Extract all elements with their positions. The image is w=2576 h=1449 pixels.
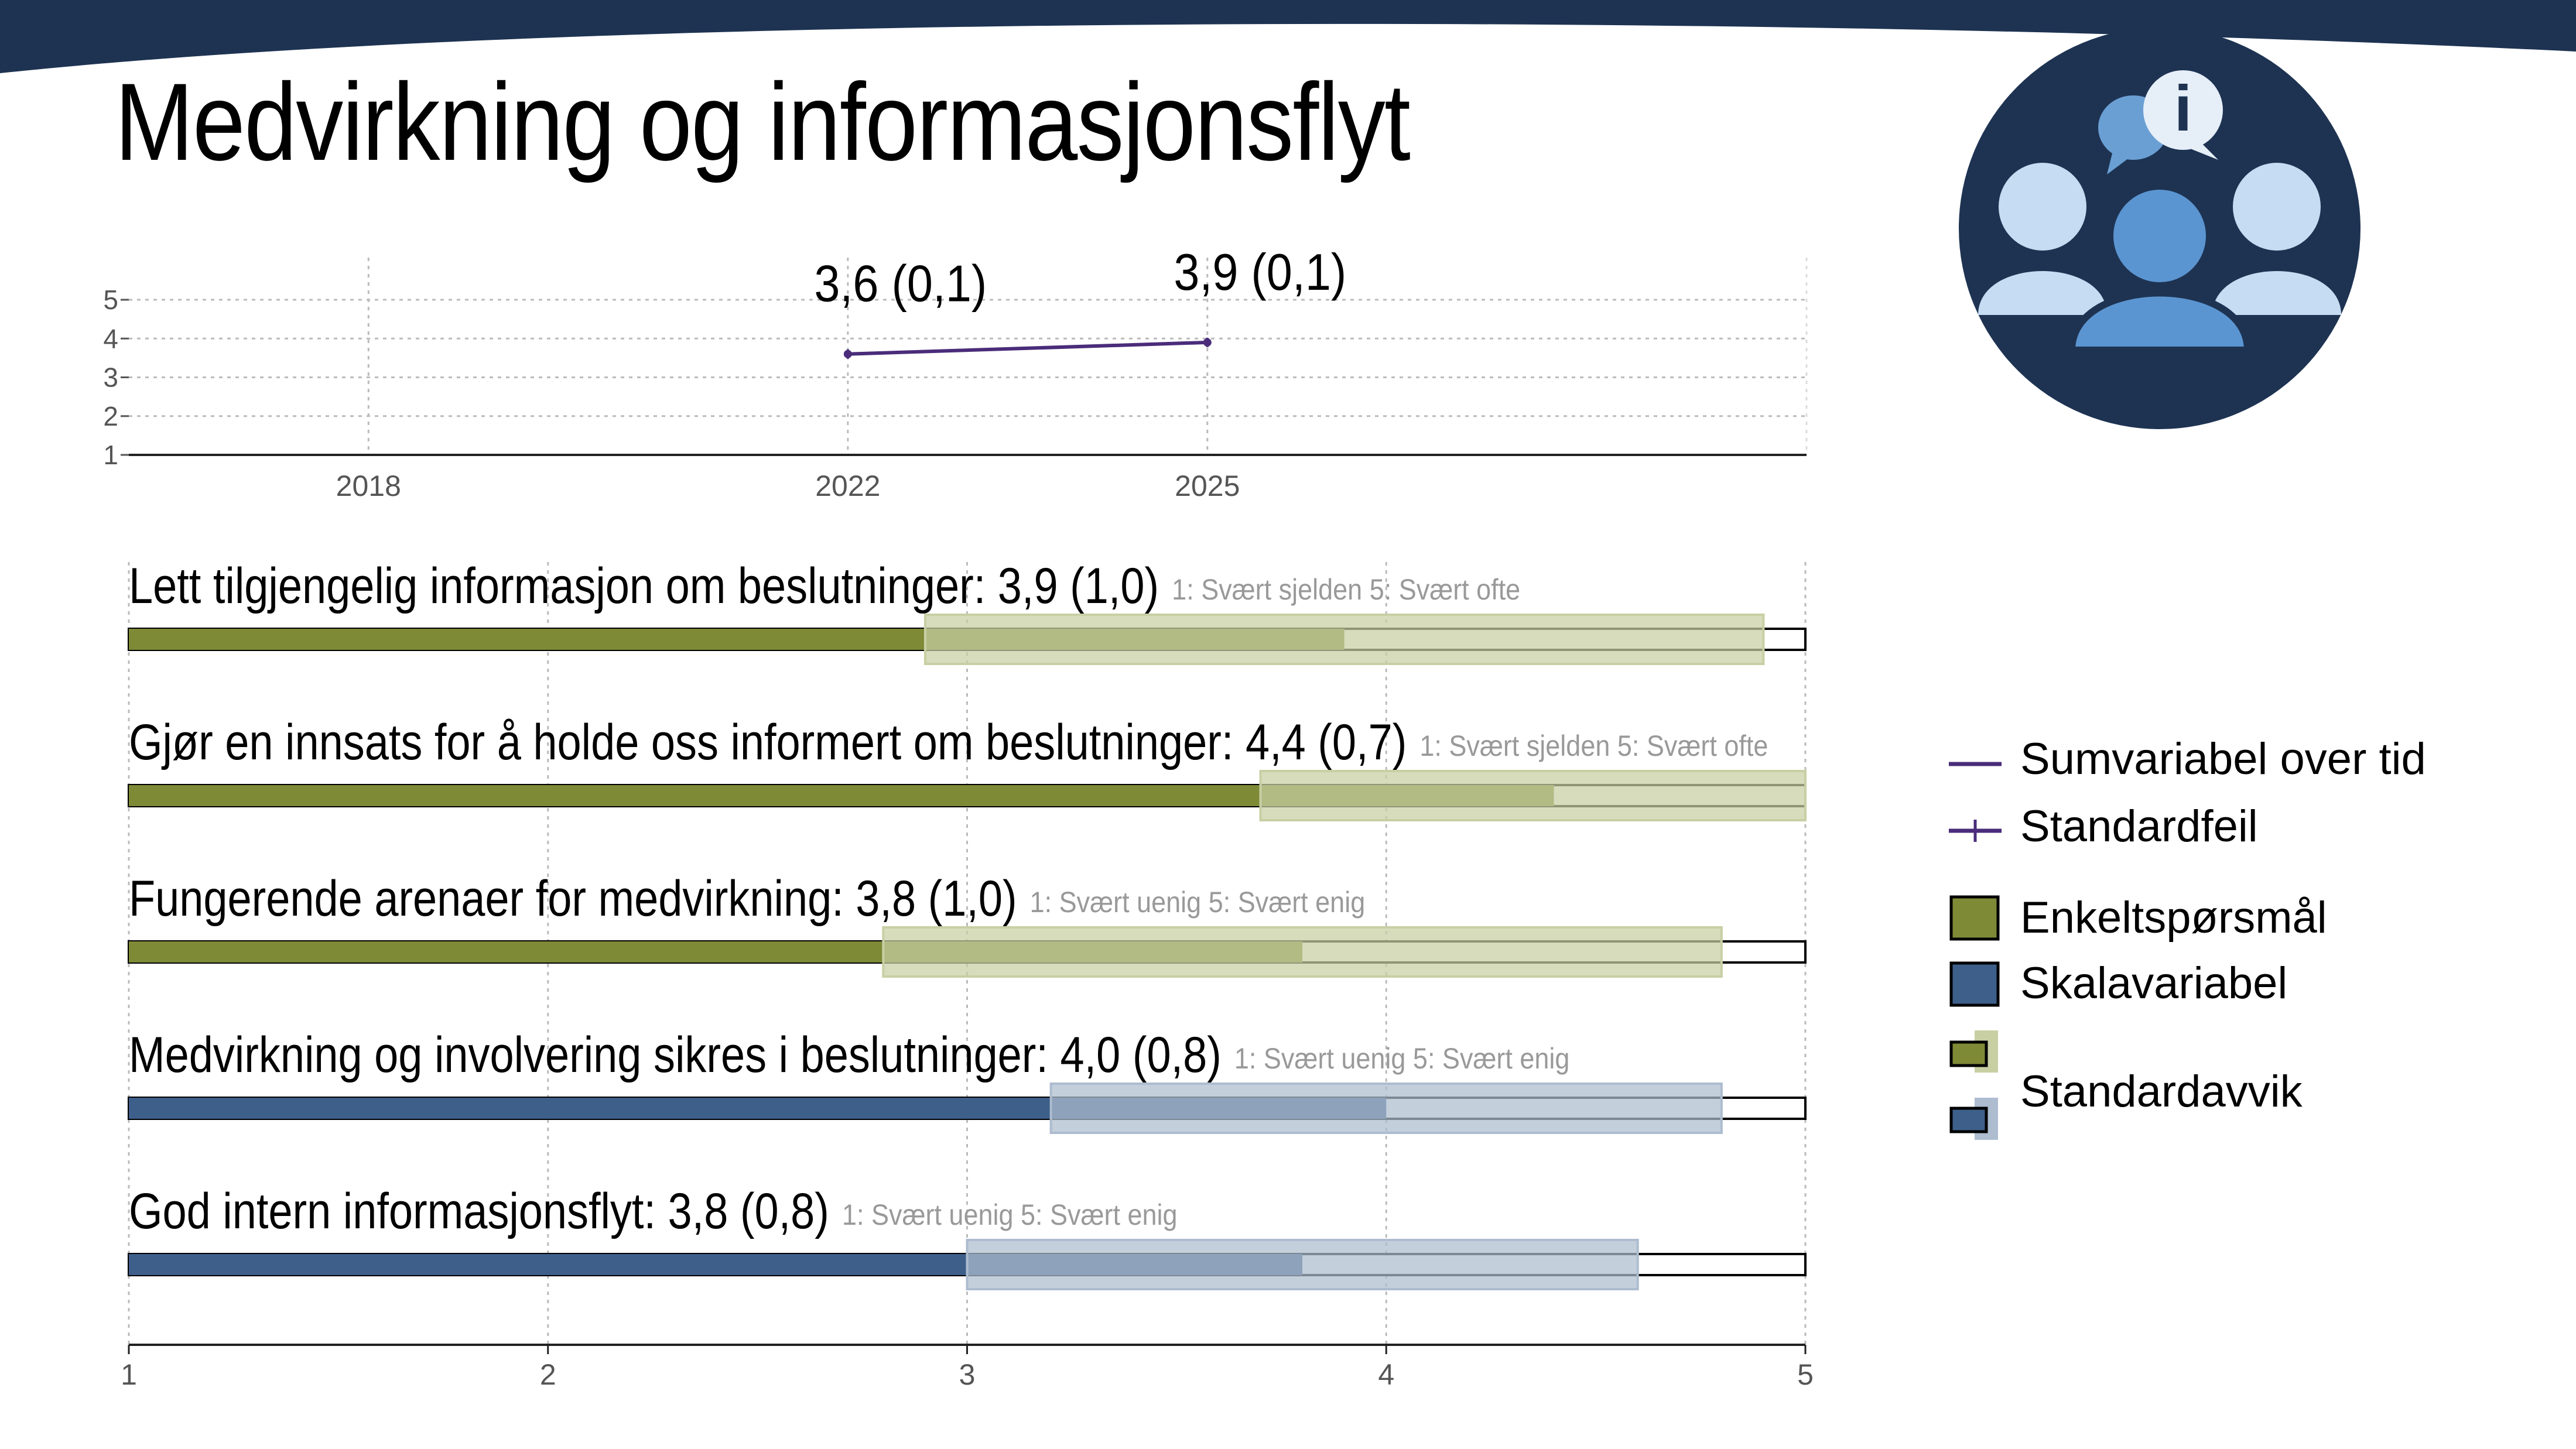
- x-tick-label: 2018: [336, 470, 401, 502]
- legend-green-swatch: [1949, 895, 2000, 941]
- bar-label: Lett tilgjengelig informasjon om beslutn…: [129, 557, 1159, 614]
- y-tick-label: 1: [103, 440, 118, 470]
- bar-row: Lett tilgjengelig informasjon om beslutn…: [128, 557, 1807, 665]
- bar-row: Fungerende arenaer for medvirkning: 3,8 …: [128, 870, 1807, 978]
- legend-sd-green-front: [1949, 1040, 1988, 1067]
- sd-band: [1259, 770, 1807, 821]
- legend-scale-variable: Skalavariabel: [2020, 958, 2287, 1008]
- sd-band: [1049, 1083, 1723, 1134]
- x-tick-label: 4: [1378, 1358, 1394, 1391]
- legend-std-dev: Standardavvik: [2020, 1067, 2303, 1116]
- page-title: Medvirkning og informasjonsflyt: [115, 60, 1411, 183]
- legend-blue-swatch: [1949, 961, 2000, 1007]
- top-banner: [0, 0, 2576, 73]
- y-tick-label: 5: [103, 285, 118, 315]
- bar-label: Fungerende arenaer for medvirkning: 3,8 …: [129, 870, 1017, 927]
- point-label: 3,9 (0,1): [1174, 243, 1346, 301]
- bar-label: God intern informasjonsflyt: 3,8 (0,8): [129, 1183, 829, 1239]
- bar-row: Gjør en innsats for å holde oss informer…: [128, 714, 1807, 821]
- scale-note: 1: Svært uenig 5: Svært enig: [1234, 1043, 1570, 1075]
- x-tick-label: 1: [121, 1358, 137, 1391]
- x-tick-label: 2022: [815, 470, 880, 502]
- scale-note: 1: Svært sjelden 5: Svært ofte: [1419, 730, 1768, 763]
- series-line: [847, 340, 1207, 356]
- svg-text:i: i: [2174, 73, 2192, 145]
- scale-note: 1: Svært uenig 5: Svært enig: [842, 1199, 1178, 1232]
- bar-label: Medvirkning og involvering sikres i besl…: [129, 1026, 1222, 1083]
- sd-band: [882, 926, 1723, 978]
- legend-std-error: Standardfeil: [2020, 801, 2258, 851]
- y-tick-label: 2: [103, 401, 118, 431]
- bar-label: Gjør en innsats for å holde oss informer…: [129, 714, 1407, 770]
- x-tick-label: 2025: [1175, 470, 1240, 502]
- y-tick-label: 3: [103, 362, 118, 393]
- bar-row: God intern informasjonsflyt: 3,8 (0,8) 1:…: [128, 1183, 1807, 1290]
- sd-band: [923, 614, 1765, 665]
- people-info-icon: i: [1959, 34, 2361, 429]
- line-chart-axes: 1 2 3 4 5 2018 2022 2025: [103, 285, 1807, 502]
- bar-chart-bars: Lett tilgjengelig informasjon om beslutn…: [128, 557, 1807, 1290]
- scale-note: 1: Svært uenig 5: Svært enig: [1030, 886, 1366, 919]
- x-tick-label: 3: [959, 1358, 976, 1391]
- bar-chart-axis: 1 2 3 4 5: [121, 1344, 1814, 1391]
- scale-note: 1: Svært sjelden 5: Svært ofte: [1172, 574, 1520, 607]
- legend-sum-over-time: Sumvariabel over tid: [2020, 734, 2426, 784]
- line-chart-series: [843, 337, 1212, 359]
- y-tick-label: 4: [103, 323, 118, 354]
- legend-sd-blue-front: [1949, 1107, 1988, 1133]
- bar-row: Medvirkning og involvering sikres i besl…: [128, 1026, 1807, 1134]
- point-label: 3,6 (0,1): [814, 255, 987, 313]
- legend-single-question: Enkeltspørsmål: [2020, 893, 2327, 943]
- x-tick-label: 2: [540, 1358, 556, 1391]
- sd-band: [966, 1239, 1639, 1290]
- line-chart-labels: 3,6 (0,1) 3,9 (0,1): [814, 243, 1346, 313]
- x-tick-label: 5: [1797, 1358, 1814, 1391]
